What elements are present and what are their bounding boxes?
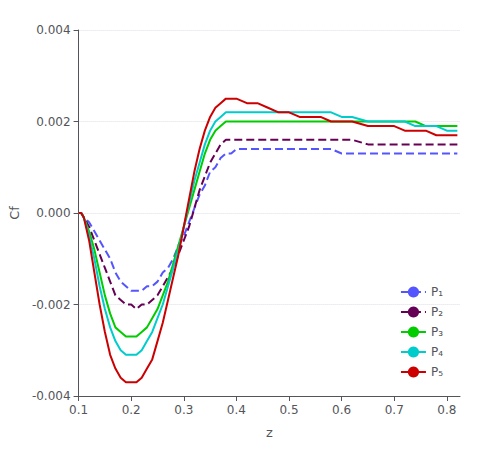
svg-text:0.8: 0.8 (437, 403, 456, 417)
svg-text:0.004: 0.004 (36, 23, 70, 37)
svg-text:0.5: 0.5 (279, 403, 298, 417)
svg-text:P₂: P₂ (431, 305, 443, 319)
svg-text:P₄: P₄ (431, 345, 443, 359)
svg-text:z: z (266, 425, 273, 440)
svg-text:0.2: 0.2 (122, 403, 141, 417)
svg-text:0.002: 0.002 (36, 115, 70, 129)
svg-text:0.4: 0.4 (227, 403, 246, 417)
svg-text:Cf: Cf (7, 206, 22, 220)
svg-text:0.000: 0.000 (36, 206, 70, 220)
svg-text:0.3: 0.3 (174, 403, 193, 417)
svg-text:0.7: 0.7 (385, 403, 404, 417)
svg-text:-0.004: -0.004 (32, 389, 71, 403)
svg-text:P₃: P₃ (431, 325, 443, 339)
svg-text:0.1: 0.1 (69, 403, 88, 417)
svg-text:P₅: P₅ (431, 365, 443, 379)
svg-text:P₁: P₁ (431, 285, 443, 299)
svg-text:0.6: 0.6 (332, 403, 351, 417)
svg-text:-0.002: -0.002 (32, 298, 71, 312)
